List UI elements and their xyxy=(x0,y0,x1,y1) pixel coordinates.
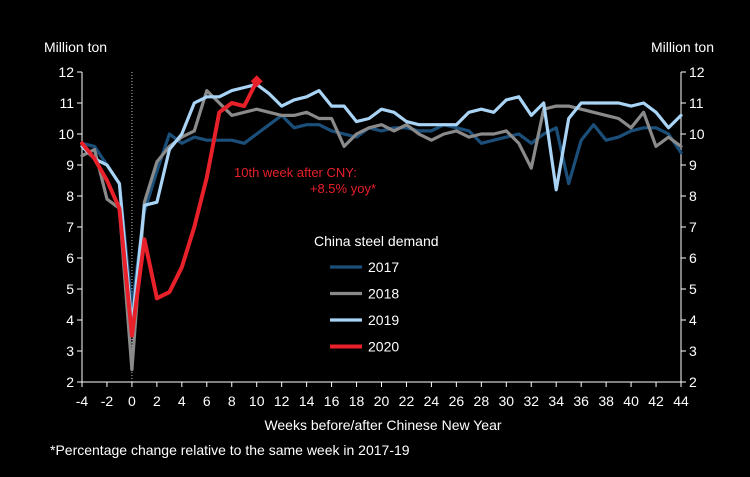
y-tick-label-left: 9 xyxy=(66,157,74,173)
x-tick-label: 32 xyxy=(523,393,539,409)
legend-title: China steel demand xyxy=(314,233,439,249)
x-tick-label: 42 xyxy=(648,393,664,409)
x-tick-label: 12 xyxy=(274,393,290,409)
x-tick-label: -4 xyxy=(76,393,89,409)
x-tick-label: 0 xyxy=(128,393,136,409)
y-tick-label-right: 5 xyxy=(689,281,697,297)
right-axis-unit: Million ton xyxy=(651,39,714,55)
y-tick-label-left: 2 xyxy=(66,374,74,390)
series-lines xyxy=(80,75,683,372)
y-tick-label-left: 6 xyxy=(66,250,74,266)
x-axis-label: Weeks before/after Chinese New Year xyxy=(264,417,501,433)
y-tick-label-right: 9 xyxy=(689,157,697,173)
y-tick-label-left: 7 xyxy=(66,219,74,235)
x-tick-label: 2 xyxy=(153,393,161,409)
legend-label-2020: 2020 xyxy=(368,339,399,355)
left-axis-unit: Million ton xyxy=(44,39,107,55)
x-tick-label: 4 xyxy=(178,393,186,409)
y-tick-label-left: 8 xyxy=(66,188,74,204)
x-tick-label: 22 xyxy=(399,393,415,409)
x-tick-label: -2 xyxy=(101,393,114,409)
x-tick-label: 26 xyxy=(449,393,465,409)
x-tick-label: 30 xyxy=(499,393,515,409)
annotation-line-1: 10th week after CNY: xyxy=(234,165,357,180)
y-tick-label-right: 12 xyxy=(689,64,705,80)
x-tick-label: 28 xyxy=(474,393,490,409)
series-line-2017 xyxy=(80,113,683,310)
x-tick-label: 24 xyxy=(424,393,440,409)
y-tick-label-right: 8 xyxy=(689,188,697,204)
footnote: *Percentage change relative to the same … xyxy=(50,442,410,458)
legend: 2017 2018 2019 2020 xyxy=(330,259,399,355)
x-tick-label: 8 xyxy=(228,393,236,409)
legend-label-2017: 2017 xyxy=(368,259,399,275)
y-tick-label-left: 12 xyxy=(58,64,74,80)
legend-label-2018: 2018 xyxy=(368,286,399,302)
y-tick-label-right: 2 xyxy=(689,374,697,390)
x-tick-label: 38 xyxy=(598,393,614,409)
y-tick-label-right: 3 xyxy=(689,343,697,359)
y-tick-label-right: 11 xyxy=(689,95,704,111)
annotation-line-2: +8.5% yoy* xyxy=(310,181,376,196)
x-tick-label: 14 xyxy=(299,393,315,409)
x-tick-label: 36 xyxy=(573,393,589,409)
series-line-2020 xyxy=(80,79,259,338)
x-tick-label: 18 xyxy=(349,393,365,409)
series-line-2018 xyxy=(80,88,683,372)
x-tick-label: 40 xyxy=(623,393,639,409)
x-tick-label: 34 xyxy=(548,393,564,409)
x-tick-label: 20 xyxy=(374,393,390,409)
y-tick-label-left: 11 xyxy=(59,95,74,111)
x-tick-label: 10 xyxy=(249,393,265,409)
y-tick-label-right: 4 xyxy=(689,312,697,328)
y-tick-label-right: 10 xyxy=(689,126,705,142)
y-tick-label-right: 6 xyxy=(689,250,697,266)
series-2020-end-marker xyxy=(250,75,263,88)
x-tick-label: 44 xyxy=(673,393,689,409)
y-tick-label-left: 4 xyxy=(66,312,74,328)
series-line-2019 xyxy=(80,82,683,328)
legend-label-2019: 2019 xyxy=(368,312,399,328)
y-tick-label-left: 3 xyxy=(66,343,74,359)
x-tick-label: 16 xyxy=(324,393,340,409)
y-tick-label-right: 7 xyxy=(689,219,697,235)
y-tick-label-left: 10 xyxy=(58,126,74,142)
y-tick-label-left: 5 xyxy=(66,281,74,297)
x-tick-label: 6 xyxy=(203,393,211,409)
